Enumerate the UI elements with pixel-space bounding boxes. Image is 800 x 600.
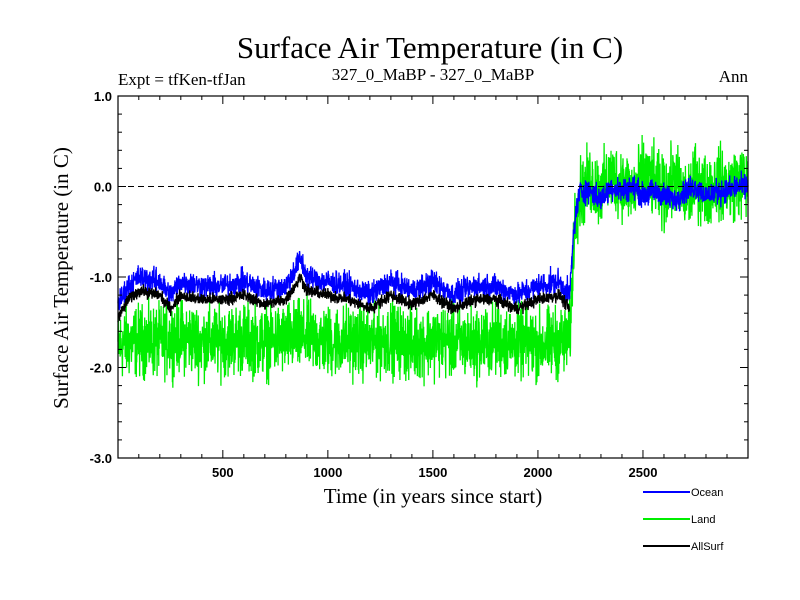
series-line-allsurf bbox=[117, 273, 571, 323]
series-line-ocean bbox=[117, 170, 749, 311]
series-line-land bbox=[117, 134, 749, 388]
legend: Ocean Land AllSurf bbox=[643, 487, 724, 553]
series-layer bbox=[117, 134, 749, 388]
y-axis-ticks: -3.0 -2.0 -1.0 0.0 1.0 bbox=[90, 89, 748, 466]
x-tick-label: 500 bbox=[212, 465, 234, 480]
chart-title: Surface Air Temperature (in C) bbox=[237, 30, 623, 65]
y-tick-label: -2.0 bbox=[90, 361, 112, 376]
season-label: Ann bbox=[719, 67, 749, 86]
x-tick-label: 1000 bbox=[313, 465, 342, 480]
y-axis-title: Surface Air Temperature (in C) bbox=[49, 147, 73, 409]
x-tick-label: 1500 bbox=[418, 465, 447, 480]
legend-label-ocean: Ocean bbox=[691, 487, 723, 499]
x-axis-title: Time (in years since start) bbox=[324, 484, 543, 508]
y-tick-label: -3.0 bbox=[90, 451, 112, 466]
plot-area: 500 1000 1500 2000 2500 -3.0 -2.0 -1.0 0.0 1.0 bbox=[90, 89, 749, 480]
x-axis-ticks: 500 1000 1500 2000 2500 bbox=[138, 96, 728, 480]
y-tick-label: 1.0 bbox=[94, 89, 112, 104]
legend-label-land: Land bbox=[691, 514, 715, 526]
period-label: 327_0_MaBP - 327_0_MaBP bbox=[332, 65, 534, 84]
x-tick-label: 2000 bbox=[523, 465, 552, 480]
legend-label-allsurf: AllSurf bbox=[691, 541, 724, 553]
experiment-label: Expt = tfKen-tfJan bbox=[118, 70, 246, 89]
y-tick-label: -1.0 bbox=[90, 270, 112, 285]
y-tick-label: 0.0 bbox=[94, 180, 112, 195]
x-tick-label: 2500 bbox=[629, 465, 658, 480]
